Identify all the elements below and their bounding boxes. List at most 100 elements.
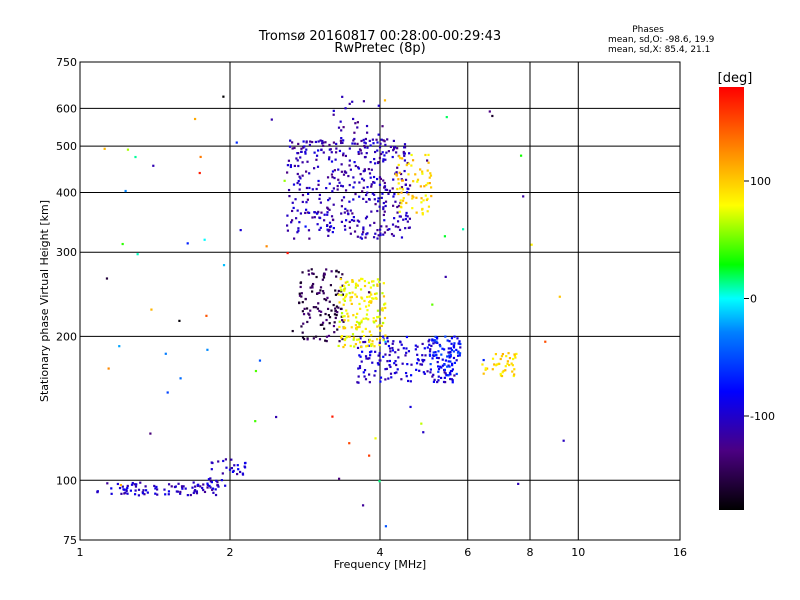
- data-point: [369, 291, 372, 294]
- data-point: [382, 207, 385, 211]
- data-point: [357, 152, 360, 156]
- data-point: [337, 178, 340, 181]
- data-point: [428, 338, 431, 341]
- data-point: [334, 289, 337, 292]
- data-point: [258, 359, 262, 362]
- data-point: [338, 149, 342, 153]
- data-point: [349, 168, 353, 171]
- x-tick-label: 2: [227, 546, 234, 559]
- data-point: [356, 166, 360, 169]
- data-point: [374, 319, 378, 322]
- data-point: [287, 159, 291, 162]
- data-point: [368, 381, 371, 384]
- data-point: [382, 282, 385, 285]
- data-point: [321, 321, 325, 324]
- data-point: [345, 336, 348, 339]
- data-point: [365, 215, 369, 218]
- data-point: [211, 488, 214, 491]
- data-point: [275, 415, 278, 419]
- data-point: [340, 307, 343, 310]
- data-point: [311, 284, 314, 287]
- data-point: [166, 391, 169, 394]
- data-point: [379, 380, 382, 383]
- data-point: [126, 484, 129, 488]
- data-point: [421, 360, 425, 363]
- data-point: [512, 374, 515, 378]
- data-point: [359, 307, 362, 310]
- data-point: [383, 316, 387, 320]
- data-point: [346, 212, 350, 215]
- data-point: [396, 166, 399, 169]
- data-point: [420, 197, 423, 200]
- data-point: [300, 292, 303, 295]
- data-point: [331, 170, 335, 173]
- data-point: [298, 183, 302, 186]
- data-point: [189, 493, 192, 497]
- data-point: [378, 176, 382, 179]
- data-point: [439, 345, 442, 348]
- data-point: [330, 151, 333, 154]
- data-point: [446, 355, 449, 358]
- data-point: [368, 454, 371, 457]
- data-point: [326, 228, 329, 231]
- data-point: [338, 320, 341, 323]
- data-point: [384, 158, 387, 161]
- data-point: [341, 154, 345, 157]
- data-point: [376, 278, 380, 281]
- data-point: [318, 291, 321, 295]
- data-point: [308, 313, 311, 316]
- data-point: [349, 299, 352, 302]
- data-point: [194, 485, 197, 488]
- data-point: [342, 320, 345, 323]
- data-point: [135, 483, 138, 486]
- data-point: [340, 294, 343, 297]
- data-point: [502, 369, 505, 373]
- y-tick-label: 750: [56, 56, 77, 69]
- data-point: [206, 348, 209, 351]
- data-point: [356, 121, 359, 124]
- data-point: [302, 322, 305, 325]
- data-point: [449, 373, 452, 376]
- data-point: [494, 353, 498, 356]
- data-point: [125, 489, 128, 493]
- data-point: [106, 482, 109, 485]
- data-point: [384, 302, 387, 305]
- data-point: [378, 315, 381, 318]
- data-point: [357, 220, 361, 223]
- data-point: [513, 353, 516, 356]
- data-point: [343, 170, 346, 173]
- data-point: [428, 182, 431, 185]
- data-point: [421, 172, 424, 175]
- data-point: [368, 351, 372, 354]
- data-point: [437, 368, 441, 371]
- data-point: [339, 120, 342, 123]
- data-point: [205, 314, 208, 317]
- data-point: [352, 219, 356, 222]
- data-point: [365, 233, 368, 236]
- data-point: [340, 141, 343, 145]
- data-point: [164, 493, 167, 496]
- data-point: [515, 352, 518, 356]
- data-point: [333, 169, 336, 172]
- data-point: [304, 225, 307, 228]
- data-point: [374, 296, 377, 300]
- data-point: [357, 167, 361, 170]
- data-point: [286, 171, 289, 174]
- data-point: [384, 204, 387, 208]
- data-point: [362, 179, 366, 182]
- data-point: [191, 486, 194, 489]
- data-point: [194, 489, 197, 492]
- data-point: [432, 339, 435, 342]
- data-point: [121, 242, 124, 246]
- data-point: [306, 198, 309, 201]
- data-point: [388, 347, 392, 350]
- data-point: [325, 335, 329, 338]
- data-point: [400, 178, 403, 181]
- data-point: [155, 485, 158, 489]
- data-point: [329, 284, 333, 287]
- data-point: [328, 143, 331, 147]
- data-point: [215, 479, 218, 482]
- data-point: [431, 357, 434, 360]
- data-point: [192, 481, 195, 484]
- data-point: [379, 232, 382, 235]
